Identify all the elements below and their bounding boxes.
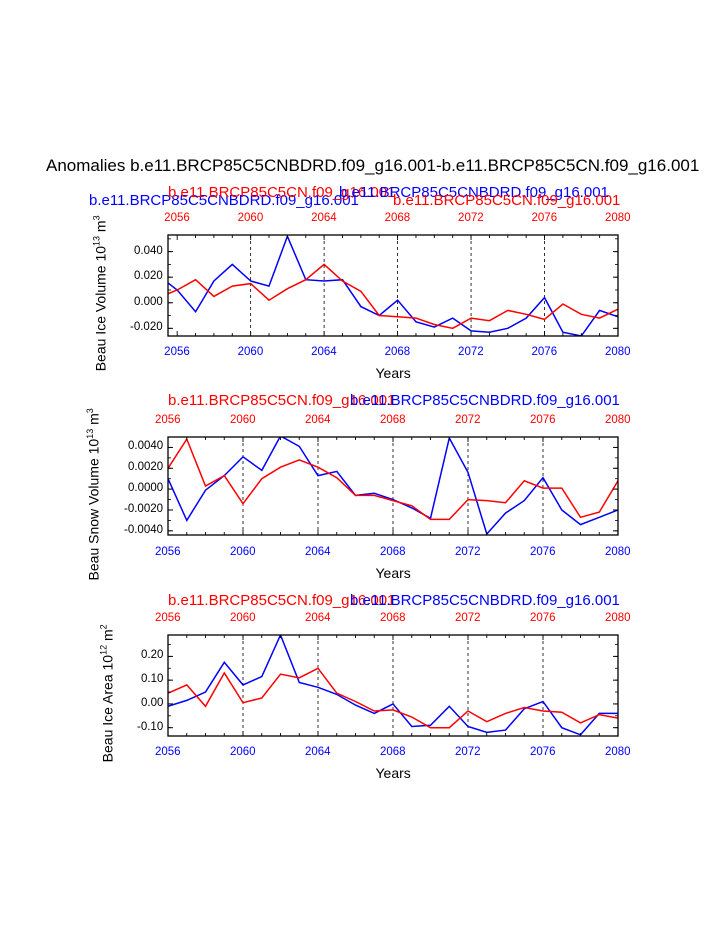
chart-3-ylabel-part-1: Beau Ice Area 10	[99, 654, 116, 763]
chart-3-xtick-label: 2056	[155, 746, 181, 758]
chart-3-series-bdrd	[168, 635, 618, 736]
chart-3-xtick-label: 2068	[380, 746, 406, 758]
chart-1-xtick-label: 2076	[531, 346, 558, 358]
chart-1-ytick-label: 0.000	[134, 295, 163, 308]
chart-2-series-cn	[168, 437, 618, 521]
chart-1-run-label-2: b.e11.BRCP85C5CN.f09_g16.001	[168, 184, 396, 201]
chart-3-xtick-label: 2080	[605, 746, 631, 758]
chart-3-xtick-label-top: 2056	[155, 612, 181, 624]
chart-1-frame	[167, 234, 619, 337]
chart-3-ylabel-part-3: m	[99, 629, 116, 645]
chart-2-ylabel-part-2: 13	[84, 428, 95, 439]
chart-2-xtick-label-top: 2060	[230, 414, 256, 426]
chart-1-xtick-label-top: 2064	[311, 212, 337, 224]
chart-2-ytick-label: -0.0020	[124, 502, 164, 515]
chart-2-xtick-label: 2072	[455, 546, 481, 558]
chart-2-run-label-1: b.e11.BRCP85C5CN.f09_g16.001	[168, 392, 396, 409]
chart-2-ytick-label: -0.0040	[124, 523, 164, 536]
chart-2-ytick-label: 0.0040	[128, 440, 164, 453]
chart-3-xtick-label-top: 2076	[530, 612, 556, 624]
chart-2-run-label-2: b.e11.BRCP85C5CNBDRD.f09_g16.001	[350, 392, 620, 409]
chart-1-xlabel: Years	[375, 365, 411, 381]
chart-2-ylabel-part-3: m	[85, 412, 102, 429]
chart-2-xtick-label: 2056	[155, 546, 181, 558]
chart-2-ytick-label: 0.0000	[128, 482, 164, 495]
chart-1-xtick-label-top: 2080	[605, 212, 631, 224]
chart-1-ylabel: Beau Ice Volume 1013 m3	[91, 215, 109, 372]
chart-1-xtick-label-top: 2072	[458, 212, 484, 224]
chart-3-ytick-label: -0.10	[137, 720, 164, 733]
chart-1-series-bdrd	[168, 235, 618, 336]
chart-3-ylabel: Beau Ice Area 1012 m2	[98, 624, 116, 763]
chart-2-xtick-label-top: 2080	[605, 414, 631, 426]
chart-2-series-bdrd	[168, 437, 618, 535]
chart-1-ytick-label: 0.040	[134, 244, 163, 257]
chart-1-xtick-label: 2068	[384, 346, 411, 358]
chart-3-ytick-label: 0.10	[141, 673, 164, 686]
chart-1-run-label-1: b.e11.BRCP85C5CNBDRD.f09_g16.001	[89, 192, 359, 209]
chart-1-ytick-label: -0.020	[130, 321, 163, 334]
chart-2-ylabel-part-4: 3	[84, 407, 95, 413]
chart-3-xtick-label: 2072	[455, 746, 481, 758]
chart-3-run-label-2: b.e11.BRCP85C5CNBDRD.f09_g16.001	[350, 592, 620, 609]
chart-1-xtick-label-top: 2060	[237, 212, 264, 224]
chart-1-run-label-4: b.e11.BRCP85C5CN.f09_g16.001	[393, 192, 621, 209]
chart-2-xtick-label: 2076	[530, 546, 556, 558]
chart-2-xtick-label-top: 2072	[455, 414, 481, 426]
chart-2-xtick-label-top: 2056	[155, 414, 181, 426]
chart-2-ylabel: Beau Snow Volume 1013 m3	[84, 407, 102, 580]
chart-3-xtick-label: 2076	[530, 746, 556, 758]
chart-3-series-cn	[168, 667, 618, 729]
chart-2-xtick-label: 2080	[605, 546, 631, 558]
chart-1-ylabel-part-4: 3	[91, 215, 102, 221]
chart-3-run-label-1: b.e11.BRCP85C5CN.f09_g16.001	[168, 592, 396, 609]
chart-3-xtick-label-top: 2072	[455, 612, 481, 624]
chart-1-run-label-3: b.e11.BRCP85C5CNBDRD.f09_g16.001	[339, 184, 609, 201]
chart-2-ylabel-part-1: Beau Snow Volume 10	[85, 438, 102, 580]
chart-1-xtick-label: 2056	[164, 346, 190, 358]
chart-3-ytick-label: 0.00	[141, 696, 164, 709]
chart-3-xtick-label: 2060	[230, 746, 256, 758]
chart-3-ytick-label: 0.20	[141, 649, 164, 662]
chart-2-ytick-label: 0.0020	[128, 461, 164, 474]
chart-2-xlabel: Years	[375, 565, 411, 581]
chart-1-ytick-label: 0.020	[134, 270, 163, 283]
chart-3-ylabel-part-2: 12	[98, 644, 109, 655]
chart-3-xtick-label-top: 2068	[380, 612, 406, 624]
chart-1-xtick-label: 2064	[311, 346, 337, 358]
chart-3-xtick-label-top: 2060	[230, 612, 256, 624]
chart-2-xtick-label-top: 2076	[530, 414, 556, 426]
chart-2-xtick-label: 2064	[305, 546, 331, 558]
chart-1-ylabel-part-1: Beau Ice Volume 10	[92, 245, 109, 372]
chart-1-ylabel-part-3: m	[92, 220, 109, 236]
chart-2-xtick-label-top: 2064	[305, 414, 331, 426]
chart-1-xtick-label: 2080	[605, 346, 631, 358]
chart-2-xtick-label: 2068	[380, 546, 406, 558]
chart-2-xtick-label-top: 2068	[380, 414, 406, 426]
chart-3-xlabel: Years	[375, 765, 411, 781]
page-title: Anomalies b.e11.BRCP85C5CNBDRD.f09_g16.0…	[46, 156, 700, 175]
chart-1-series-cn	[168, 263, 618, 330]
chart-1-xtick-label-top: 2068	[384, 212, 411, 224]
chart-3-ylabel-part-4: 2	[98, 624, 109, 630]
chart-3-xtick-label-top: 2080	[605, 612, 631, 624]
chart-2-xtick-label: 2060	[230, 546, 256, 558]
chart-1-ylabel-part-2: 13	[91, 235, 102, 246]
chart-1-xtick-label: 2060	[237, 346, 264, 358]
chart-1-xtick-label: 2072	[458, 346, 484, 358]
chart-3-xtick-label-top: 2064	[305, 612, 331, 624]
chart-3-xtick-label: 2064	[305, 746, 331, 758]
chart-1-xtick-label-top: 2056	[164, 212, 190, 224]
chart-1-xtick-label-top: 2076	[531, 212, 558, 224]
